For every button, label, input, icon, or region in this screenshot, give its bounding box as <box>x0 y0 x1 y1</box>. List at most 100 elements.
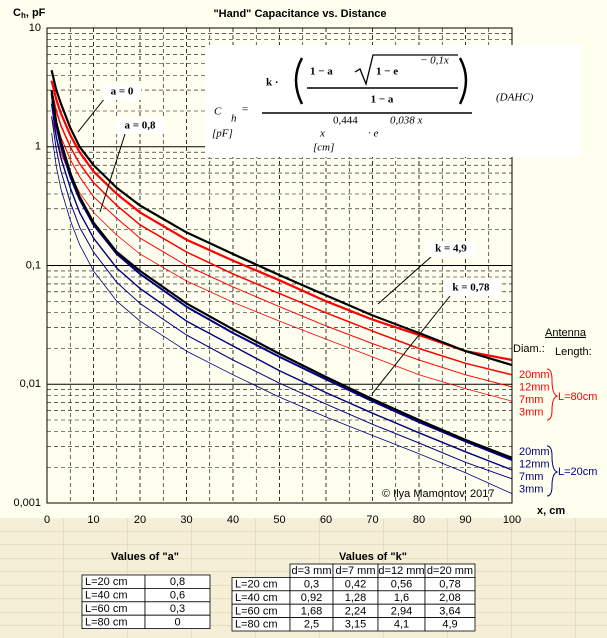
chart-title: "Hand" Capacitance vs. Distance <box>213 8 386 20</box>
annotation: k = 0,78 <box>452 282 490 294</box>
formula-text: − 0,1x <box>420 55 449 67</box>
formula: C h = [pF] k · 1 − a 1 − e − 0,1x 1 − a … <box>205 45 581 157</box>
table-text: 2,08 <box>439 592 460 604</box>
legend-group: L=20cm <box>558 466 597 478</box>
series-line <box>51 116 513 480</box>
series-line <box>51 133 513 494</box>
table-text: 2,5 <box>304 619 319 631</box>
table-text: L=20 cm <box>85 576 128 588</box>
x-tick-label: 0 <box>44 514 50 526</box>
table-text: 2,94 <box>391 605 412 617</box>
annotations: a = 0 a = 0,8 k = 4,9 k = 0,78 <box>77 84 499 395</box>
table-text: 4,1 <box>394 619 409 631</box>
x-tick-label: 20 <box>134 514 146 526</box>
legend-label: 20mm <box>519 446 550 458</box>
table-text: L=20 cm <box>235 579 278 591</box>
table-text: 0,92 <box>301 592 322 604</box>
legend-label: 20mm <box>519 369 550 381</box>
x-axis-label: x, cm <box>537 505 565 517</box>
series-line <box>50 80 513 362</box>
formula-text: 1 − e <box>376 66 398 78</box>
series-line <box>50 93 513 461</box>
legend-label: 3mm <box>519 483 543 495</box>
plot-frame <box>46 27 513 504</box>
series-line <box>50 103 513 471</box>
table-text: 1,68 <box>301 605 322 617</box>
x-tick-label: 10 <box>87 514 99 526</box>
formula-text: x <box>319 128 325 140</box>
y-tick-label: 0,001 <box>13 497 41 509</box>
table-text: 0,56 <box>391 579 412 591</box>
table-header: d=3 mm <box>291 565 331 577</box>
legend-label: 12mm <box>519 458 550 470</box>
x-tick-label: 70 <box>366 514 378 526</box>
legend-text: Diam.: <box>513 343 545 355</box>
table-cell <box>424 617 476 632</box>
x-tick-label: 30 <box>180 514 192 526</box>
formula-text: 1 − a <box>371 94 394 106</box>
lines <box>50 70 513 494</box>
x-tick-label: 100 <box>503 514 521 526</box>
series-line <box>50 89 513 459</box>
table-text: 0,8 <box>170 576 185 588</box>
formula-box <box>205 45 581 157</box>
table-title: Values of "k" <box>339 551 407 563</box>
table-text: 0,42 <box>345 579 366 591</box>
x-tick-label: 50 <box>273 514 285 526</box>
y-tick-label: 10 <box>29 22 41 34</box>
table-text: 0,3 <box>304 579 319 591</box>
formula-text: 1 − a <box>310 66 333 78</box>
series-line <box>50 70 513 367</box>
table-header: d=7 mm <box>335 565 375 577</box>
legend-label: 12mm <box>519 381 550 393</box>
formula-text: h <box>231 113 237 125</box>
y-tick-label: 0,01 <box>20 378 41 390</box>
table-text: 4,9 <box>442 619 457 631</box>
table-header: d=20 mm <box>427 565 473 577</box>
table-text: L=40 cm <box>235 592 278 604</box>
table-text: 0,3 <box>170 603 185 615</box>
annotation: k = 4,9 <box>435 243 467 255</box>
formula-text: k · <box>266 77 279 89</box>
formula-text: 0,444 <box>333 115 358 127</box>
series-line <box>50 89 513 376</box>
x-tick-label: 90 <box>459 514 471 526</box>
formula-text: = <box>242 104 248 116</box>
table-text: 0,6 <box>170 590 185 602</box>
tables: Values of "a" L=20 cm 0,8 L=40 cm 0,6 L=60 cm… <box>81 551 476 632</box>
annotation: a = 0,8 <box>124 120 156 132</box>
table-text: L=80 cm <box>235 619 278 631</box>
table-cell <box>144 614 211 630</box>
table-text: 0 <box>174 616 180 628</box>
legend-title: Antenna <box>545 327 587 339</box>
table-text: L=80 cm <box>85 616 128 628</box>
y-tick-label: 0,1 <box>26 259 41 271</box>
formula-text: 0,038 x <box>390 115 423 127</box>
legend-label: 3mm <box>519 406 543 418</box>
legend-label: 7mm <box>519 394 543 406</box>
table-text: L=60 cm <box>85 603 128 615</box>
formula-text: C <box>214 106 222 118</box>
y-axis-label: Ch, pF <box>13 7 46 20</box>
x-tick-label: 60 <box>320 514 332 526</box>
x-tick-label: 80 <box>413 514 425 526</box>
table-text: 1,6 <box>394 592 409 604</box>
table-text: 3,64 <box>439 605 460 617</box>
legend: Antenna Diam.: Length: L=80cm L=20cm <box>513 327 597 497</box>
copyright: © Ilya Mamontov, 2017 <box>382 488 494 500</box>
table-text: 3,15 <box>345 619 366 631</box>
formula-text: [pF] <box>212 128 233 140</box>
table-text: 1,28 <box>345 592 366 604</box>
formula-text: · e <box>368 128 379 140</box>
annotation: a = 0 <box>111 86 134 98</box>
table-text: L=60 cm <box>235 605 278 617</box>
series-line <box>51 101 513 388</box>
legend-label: 7mm <box>519 471 543 483</box>
table-text: 0,78 <box>439 579 460 591</box>
legend-group: L=80cm <box>558 391 597 403</box>
table-text: 2,24 <box>345 605 366 617</box>
table-title: Values of "a" <box>111 551 179 563</box>
formula-text: (DAHC) <box>496 92 534 104</box>
